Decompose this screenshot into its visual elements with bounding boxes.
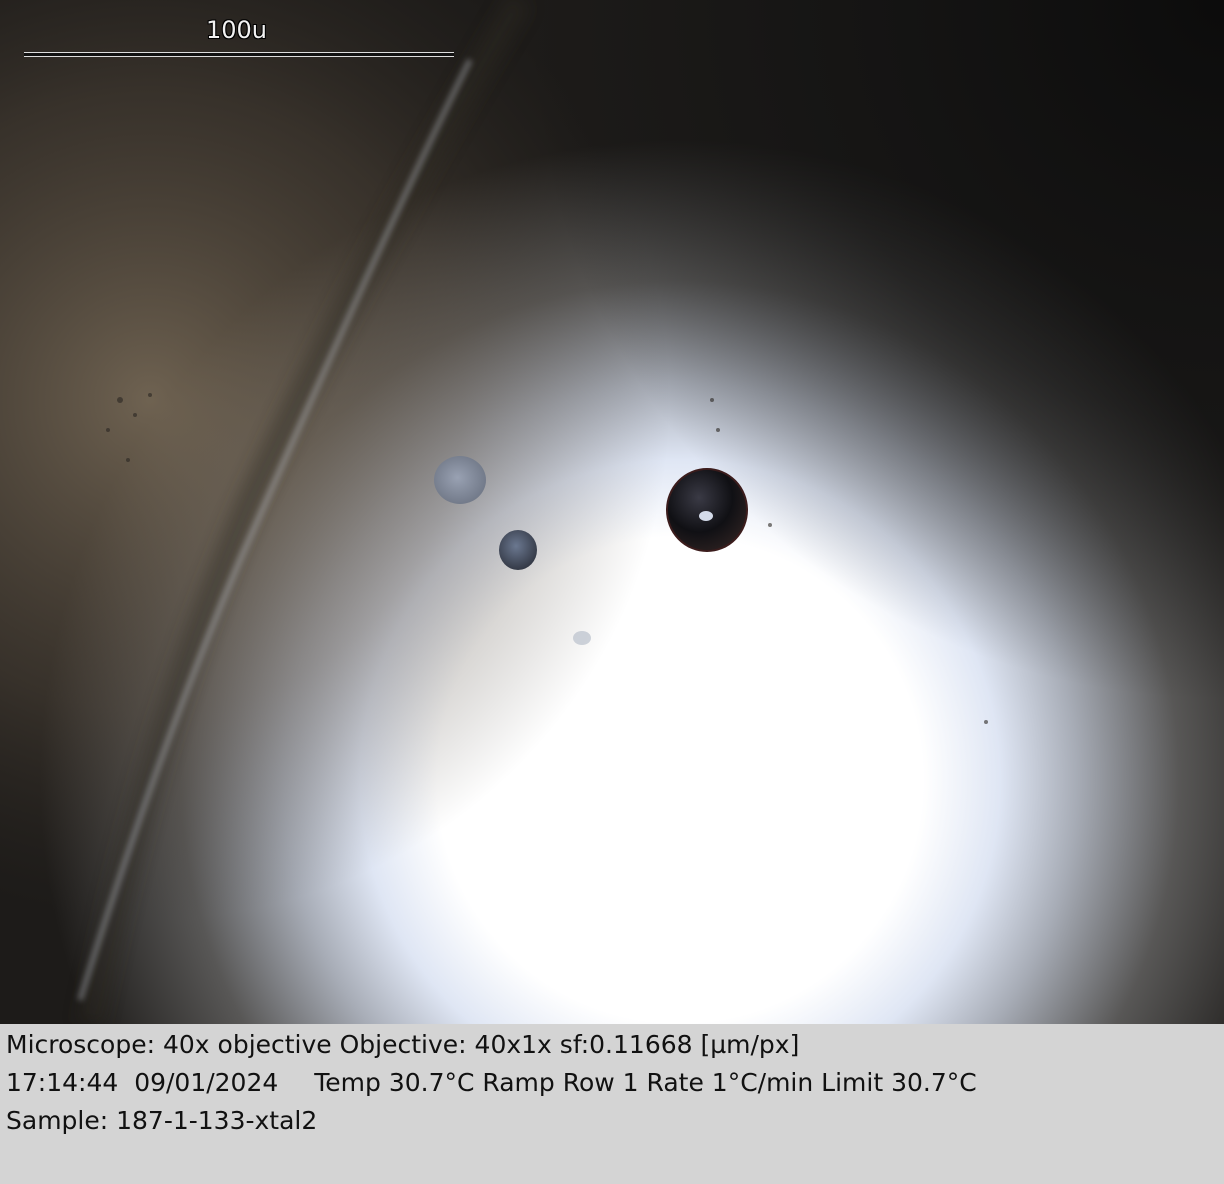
- crystal-large: [666, 468, 748, 552]
- microscope-image: 100u: [0, 0, 1224, 1024]
- microscope-info: Microscope: 40x objective Objective: 40x…: [6, 1030, 800, 1059]
- dark-corner-region: [0, 0, 1224, 1024]
- debris-specks: [106, 393, 988, 724]
- capture-date: 09/01/2024: [134, 1068, 279, 1097]
- scale-bar-label: 100u: [206, 16, 268, 44]
- particle-faint: [434, 456, 486, 504]
- temperature-status: Temp 30.7°C Ramp Row 1 Rate 1°C/min Limi…: [314, 1068, 977, 1097]
- particle-tiny: [573, 631, 591, 645]
- capture-time: 17:14:44: [6, 1068, 119, 1097]
- info-panel: Microscope: 40x objective Objective: 40x…: [0, 1024, 1224, 1184]
- scale-bar: [24, 52, 454, 57]
- fiber-highlight: [77, 58, 473, 1001]
- micrograph-illustration: [0, 0, 1224, 1024]
- crystal-reflection: [699, 511, 713, 521]
- particle-small: [499, 530, 537, 570]
- timestamp-temp-line: 17:14:44 09/01/2024 Temp 30.7°C Ramp Row …: [6, 1064, 977, 1102]
- sample-info: Sample: 187-1-133-xtal2: [6, 1106, 318, 1135]
